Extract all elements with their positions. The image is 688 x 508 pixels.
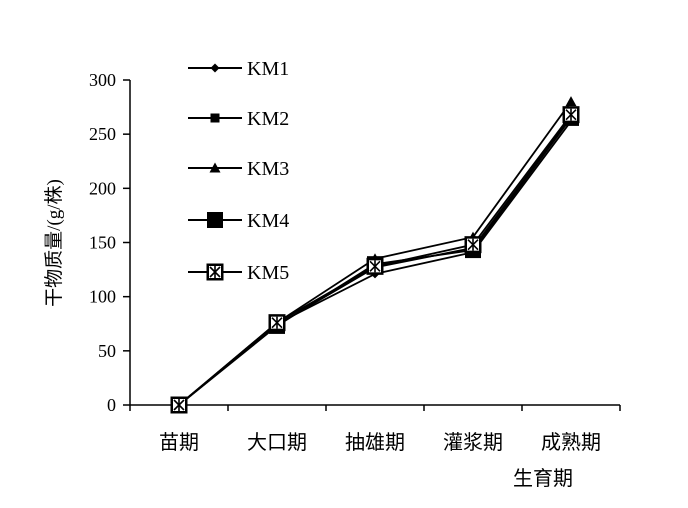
x-tick-label: 抽雄期 xyxy=(345,431,405,454)
x-tick-label: 成熟期 xyxy=(541,431,601,454)
legend-item-km1: KM1 xyxy=(188,58,289,80)
legend-marker xyxy=(206,263,224,281)
series-layer xyxy=(170,96,580,414)
legend-item-km2: KM2 xyxy=(188,108,289,130)
y-tick-label: 0 xyxy=(107,395,116,415)
y-axis-title: 干物质量/(g/株) xyxy=(43,179,65,307)
data-point-marker xyxy=(268,314,286,332)
legend-label: KM5 xyxy=(247,262,289,284)
legend-item-km4: KM4 xyxy=(188,210,289,232)
series-km3 xyxy=(173,96,577,410)
legend: KM1 KM2 KM3 KM4 KM5 xyxy=(188,58,289,284)
y-tick-label: 150 xyxy=(89,233,116,253)
x-tick-label: 苗期 xyxy=(159,431,199,454)
legend-label: KM2 xyxy=(247,108,289,130)
legend-marker xyxy=(210,113,220,123)
x-tick-label: 大口期 xyxy=(247,431,307,454)
data-point-marker xyxy=(565,96,577,107)
y-tick-label: 100 xyxy=(89,287,116,307)
y-tick-label: 250 xyxy=(89,124,116,144)
legend-marker xyxy=(209,162,221,173)
legend-marker xyxy=(210,63,220,73)
y-tick-label: 300 xyxy=(89,70,116,90)
ticks: 0 50 100 150 200 250 300 苗期 大口期 抽雄期 灌浆期 成熟期 xyxy=(89,70,621,454)
data-point-marker xyxy=(464,236,482,254)
legend-item-km3: KM3 xyxy=(188,158,289,180)
data-point-marker xyxy=(366,257,384,275)
legend-marker xyxy=(207,212,223,228)
series-km5 xyxy=(170,106,580,414)
x-tick-label: 灌浆期 xyxy=(443,431,503,454)
data-point-marker xyxy=(562,106,580,124)
legend-label: KM3 xyxy=(247,158,289,180)
legend-label: KM1 xyxy=(247,58,289,80)
legend-item-km5: KM5 xyxy=(188,262,289,284)
data-point-marker xyxy=(170,396,188,414)
y-tick-label: 200 xyxy=(89,178,116,198)
x-axis-title: 生育期 xyxy=(513,467,573,490)
axes xyxy=(129,80,620,406)
y-tick-label: 50 xyxy=(98,341,116,361)
legend-label: KM4 xyxy=(247,210,289,232)
